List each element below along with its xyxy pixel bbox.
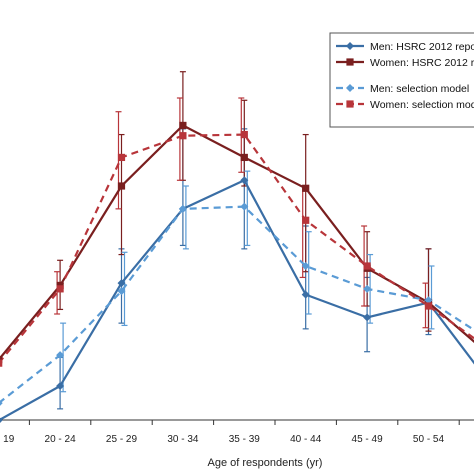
x-tick-label: 20 - 24 xyxy=(45,434,77,445)
data-point xyxy=(56,351,65,360)
data-point xyxy=(363,313,372,322)
data-point xyxy=(240,176,249,185)
x-axis-title: Age of respondents (yr) xyxy=(208,457,323,469)
data-point xyxy=(240,153,248,162)
x-tick-labels: 15 - 19 20 - 24 25 - 29 30 - 34 35 - 39 40 - … xyxy=(0,434,445,445)
series-line xyxy=(0,179,474,421)
data-point xyxy=(424,302,433,310)
data-point xyxy=(56,382,65,390)
legend: Men: HSRC 2012 reported Women: HSRC 2012 … xyxy=(329,32,474,128)
legend-label: Women: selection model xyxy=(370,99,474,111)
x-tick-label: 50 - 54 xyxy=(413,434,445,445)
series-markers xyxy=(0,121,433,423)
data-point xyxy=(363,284,372,293)
legend-label: Women: HSRC 2012 reported xyxy=(370,57,474,69)
data-point xyxy=(302,184,310,192)
data-point xyxy=(0,417,3,423)
legend-box xyxy=(329,32,474,128)
data-point xyxy=(302,216,310,224)
data-point xyxy=(240,202,249,211)
series-line xyxy=(0,133,474,364)
data-point xyxy=(117,153,126,162)
x-tick-label: 45 - 49 xyxy=(352,434,384,445)
axes xyxy=(0,419,474,425)
x-tick-label: 15 - 19 xyxy=(0,434,15,445)
legend-swatch-marker xyxy=(346,58,354,66)
legend-label: Men: selection model xyxy=(370,83,469,95)
series-line xyxy=(0,124,474,360)
data-point xyxy=(301,290,310,299)
data-point xyxy=(117,287,126,296)
data-point xyxy=(56,285,64,293)
x-tick-label: 30 - 34 xyxy=(167,434,199,445)
legend-swatch-marker xyxy=(346,84,354,92)
legend-swatch-marker xyxy=(346,42,354,50)
data-point xyxy=(0,359,3,367)
data-point xyxy=(117,182,126,190)
data-point xyxy=(0,400,3,406)
x-tick-label: 25 - 29 xyxy=(106,434,138,445)
series-line xyxy=(0,205,474,404)
data-point xyxy=(301,262,310,270)
series-lines xyxy=(0,124,474,421)
x-tick-label: 35 - 39 xyxy=(229,434,261,445)
data-point xyxy=(117,279,126,288)
data-point xyxy=(363,262,371,270)
data-point xyxy=(240,130,248,139)
data-point xyxy=(179,132,187,140)
data-point xyxy=(178,204,187,213)
legend-swatch-marker xyxy=(346,100,354,108)
x-tick-label: 40 - 44 xyxy=(290,434,322,445)
legend-label: Men: HSRC 2012 reported xyxy=(370,41,474,53)
data-point xyxy=(179,121,187,130)
data-point xyxy=(424,296,433,305)
